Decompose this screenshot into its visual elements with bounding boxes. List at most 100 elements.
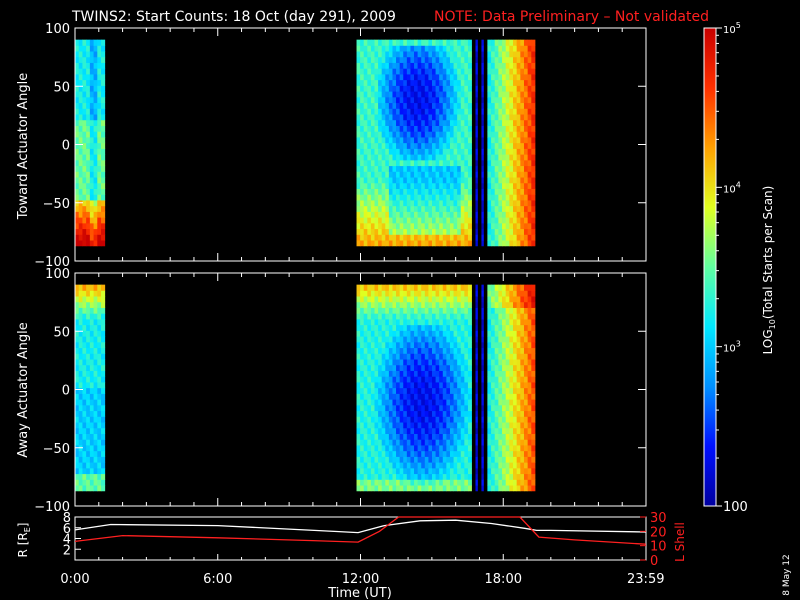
heatmap-cell (494, 131, 499, 138)
heatmap-cell (417, 284, 422, 291)
heatmap-cell (494, 382, 499, 389)
heatmap-cell (388, 222, 393, 230)
heatmap-cell (527, 217, 532, 224)
heatmap-cell (378, 74, 383, 81)
heatmap-cell (385, 165, 390, 172)
heatmap-cell (89, 416, 94, 423)
heatmap-cell (435, 148, 440, 155)
heatmap-cell (378, 450, 383, 457)
heatmap-cell (457, 427, 462, 434)
heatmap-cell (513, 387, 518, 394)
heatmap-cell (388, 307, 393, 314)
heatmap-cell (460, 159, 465, 167)
heatmap-cell (78, 68, 83, 75)
heatmap-cell (374, 142, 379, 149)
heatmap-cell (374, 393, 379, 400)
heatmap-cell (75, 205, 80, 212)
heatmap-cell (509, 142, 514, 149)
heatmap-cell (457, 307, 462, 314)
heatmap-cell (78, 284, 83, 291)
heatmap-cell (424, 416, 429, 423)
heatmap-cell (82, 39, 87, 46)
heatmap-cell (385, 102, 390, 109)
figure-title: TWINS2: Start Counts: 18 Oct (day 291), … (71, 9, 396, 25)
heatmap-cell (97, 114, 102, 121)
heatmap-cell (509, 324, 514, 331)
heatmap-cell (370, 137, 375, 144)
heatmap-cell (367, 222, 372, 230)
heatmap-cell (505, 404, 510, 412)
heatmap-cell (516, 416, 521, 423)
heatmap-cell (467, 404, 472, 412)
heatmap-cell (101, 62, 106, 69)
heatmap-cell (421, 479, 426, 486)
heatmap-cell (424, 102, 429, 109)
heatmap-cell (93, 56, 98, 63)
heatmap-cell (432, 301, 436, 308)
heatmap-cell (374, 456, 379, 463)
heatmap-cell (385, 45, 390, 52)
heatmap-cell (460, 137, 465, 144)
heatmap-cell (385, 284, 390, 291)
heatmap-cell (97, 45, 102, 52)
heatmap-cell (467, 284, 472, 291)
heatmap-cell (442, 125, 447, 132)
heatmap-cell (439, 370, 444, 377)
heatmap-cell (86, 485, 91, 492)
heatmap-cell (101, 473, 106, 480)
heatmap-cell (428, 359, 433, 366)
heatmap-cell (381, 296, 386, 303)
heatmap-cell (97, 404, 102, 412)
heatmap-cell (101, 341, 106, 349)
heatmap-cell (467, 427, 472, 434)
heatmap-cell (494, 427, 499, 434)
heatmap-cell (428, 68, 433, 75)
heatmap-cell (457, 39, 462, 46)
heatmap-cell (417, 359, 422, 366)
heatmap-cell (75, 85, 80, 92)
heatmap-cell (494, 108, 499, 115)
heatmap-cell (101, 364, 106, 371)
heatmap-cell (460, 74, 465, 81)
heatmap-cell (424, 399, 429, 406)
heatmap-cell (487, 188, 492, 195)
heatmap-cell (101, 108, 106, 115)
heatmap-cell (374, 433, 379, 440)
heatmap-cell (392, 108, 397, 115)
heatmap-cell (421, 137, 426, 144)
heatmap-cell (414, 393, 419, 400)
heatmap-cell (89, 467, 94, 475)
heatmap-cell (93, 234, 98, 241)
heatmap-cell (75, 433, 80, 440)
heatmap-cell (428, 148, 433, 155)
heatmap-cell (432, 393, 436, 400)
heatmap-cell (421, 404, 426, 412)
heatmap-cell (89, 205, 94, 212)
heatmap-cell (378, 290, 383, 297)
heatmap-cell (89, 422, 94, 429)
heatmap-cell (86, 177, 91, 184)
heatmap-cell (360, 382, 365, 389)
heatmap-cell (89, 404, 94, 412)
heatmap-cell (97, 211, 102, 218)
heatmap-cell (509, 51, 514, 58)
heatmap-cell (403, 211, 408, 218)
heatmap-cell (399, 462, 404, 469)
heatmap-cell (374, 341, 379, 349)
heatmap-cell (381, 393, 386, 400)
heatmap-cell (392, 399, 397, 406)
heatmap-cell (453, 56, 458, 63)
heatmap-cell (410, 399, 415, 406)
heatmap-cell (467, 222, 472, 230)
heatmap-cell (367, 467, 372, 475)
r-axis-label: R [RE] (16, 523, 32, 558)
heatmap-cell (363, 240, 368, 247)
heatmap-cell (453, 473, 458, 480)
heatmap-cell (442, 393, 447, 400)
heatmap-cell (442, 205, 447, 212)
heatmap-cell (396, 211, 401, 218)
heatmap-cell (370, 462, 375, 469)
heatmap-cell (414, 217, 419, 224)
heatmap-cell (89, 91, 94, 98)
heatmap-cell (502, 399, 507, 406)
